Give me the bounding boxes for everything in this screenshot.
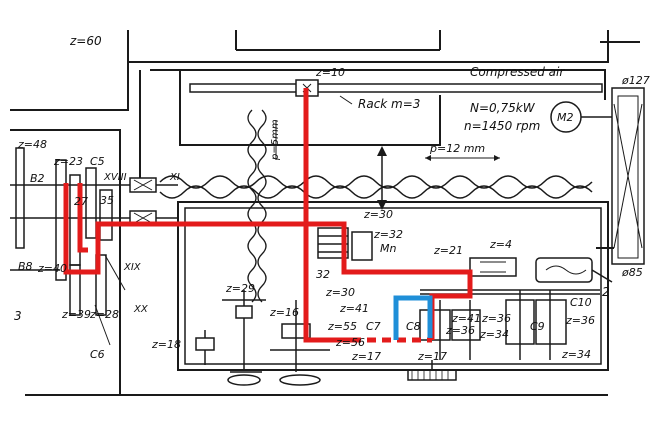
label-27: 27 bbox=[74, 195, 88, 208]
label-35: 35 bbox=[100, 194, 114, 207]
label-z29: z=29 bbox=[225, 282, 255, 295]
label-z41a: z=41 bbox=[339, 302, 369, 315]
blue-flow-path bbox=[393, 295, 433, 340]
label-c5: C5 bbox=[90, 155, 105, 168]
label-32: 32 bbox=[316, 268, 330, 281]
label-d127: ø127 bbox=[621, 74, 650, 87]
gear-shafts bbox=[195, 227, 613, 386]
left-gearbox bbox=[10, 147, 178, 346]
label-z18: z=18 bbox=[151, 338, 181, 351]
label-mn: Mn bbox=[380, 242, 396, 255]
label-rack: Rack m=3 bbox=[358, 97, 420, 111]
vertical-screw bbox=[247, 109, 277, 303]
label-speed: n=1450 rpm bbox=[464, 119, 540, 133]
label-z36a: z=36 bbox=[445, 324, 475, 337]
label-p5: p=5mm bbox=[270, 119, 281, 161]
label-z60: z=60 bbox=[69, 34, 102, 48]
label-z10: z=10 bbox=[315, 66, 345, 79]
red-flow-path bbox=[63, 88, 473, 343]
label-z48: z=48 bbox=[17, 138, 47, 151]
label-motor: M2 bbox=[557, 111, 574, 124]
label-z36c: z=36 bbox=[565, 314, 595, 327]
motor-m2 bbox=[550, 101, 612, 133]
housing-outlines bbox=[10, 30, 645, 396]
label-3: 3 bbox=[14, 309, 22, 323]
label-z41b: z=41 bbox=[451, 312, 481, 325]
label-c9: C9 bbox=[530, 320, 545, 333]
label-d85: ø85 bbox=[621, 266, 643, 279]
label-compressed-air: Compressed air bbox=[470, 65, 565, 79]
label-z36b: z=36 bbox=[481, 312, 511, 325]
label-z32: z=32 bbox=[373, 228, 403, 241]
diagram-labels: z=60 z=10 Compressed air Rack m=3 N=0,75… bbox=[14, 34, 650, 363]
label-z40: z=40 bbox=[37, 262, 67, 275]
label-xix: XIX bbox=[123, 262, 142, 273]
label-z34b: z=34 bbox=[561, 348, 591, 361]
label-z34a: z=34 bbox=[479, 328, 509, 341]
label-xi: XI bbox=[169, 172, 180, 183]
label-z21: z=21 bbox=[433, 244, 463, 257]
label-z17b: z=17 bbox=[417, 350, 447, 363]
label-z28: z=28 bbox=[89, 308, 119, 321]
label-2: 2 bbox=[602, 285, 610, 299]
label-p12: p=12 mm bbox=[429, 142, 485, 155]
label-z55: z=55 bbox=[327, 320, 357, 333]
label-z23: z=23 bbox=[53, 155, 83, 168]
label-xx: XX bbox=[133, 304, 149, 315]
label-c8: C8 bbox=[406, 320, 421, 333]
label-z30b: z=30 bbox=[325, 286, 355, 299]
label-c6: C6 bbox=[90, 348, 105, 361]
label-z4: z=4 bbox=[489, 238, 512, 251]
label-power: N=0,75kW bbox=[470, 101, 536, 115]
rack-bar bbox=[189, 79, 603, 105]
label-c10: C10 bbox=[570, 296, 592, 309]
label-z30a: z=30 bbox=[363, 208, 393, 221]
label-z56: z=56 bbox=[335, 336, 365, 349]
label-z39: z=39 bbox=[61, 308, 91, 321]
label-c7: C7 bbox=[366, 320, 381, 333]
label-b2: B2 bbox=[30, 172, 45, 185]
lead-screw bbox=[159, 146, 593, 210]
label-xviii: XVIII bbox=[103, 172, 127, 183]
label-z16: z=16 bbox=[269, 306, 299, 319]
label-z17a: z=17 bbox=[351, 350, 381, 363]
label-b8: B8 bbox=[18, 260, 33, 273]
